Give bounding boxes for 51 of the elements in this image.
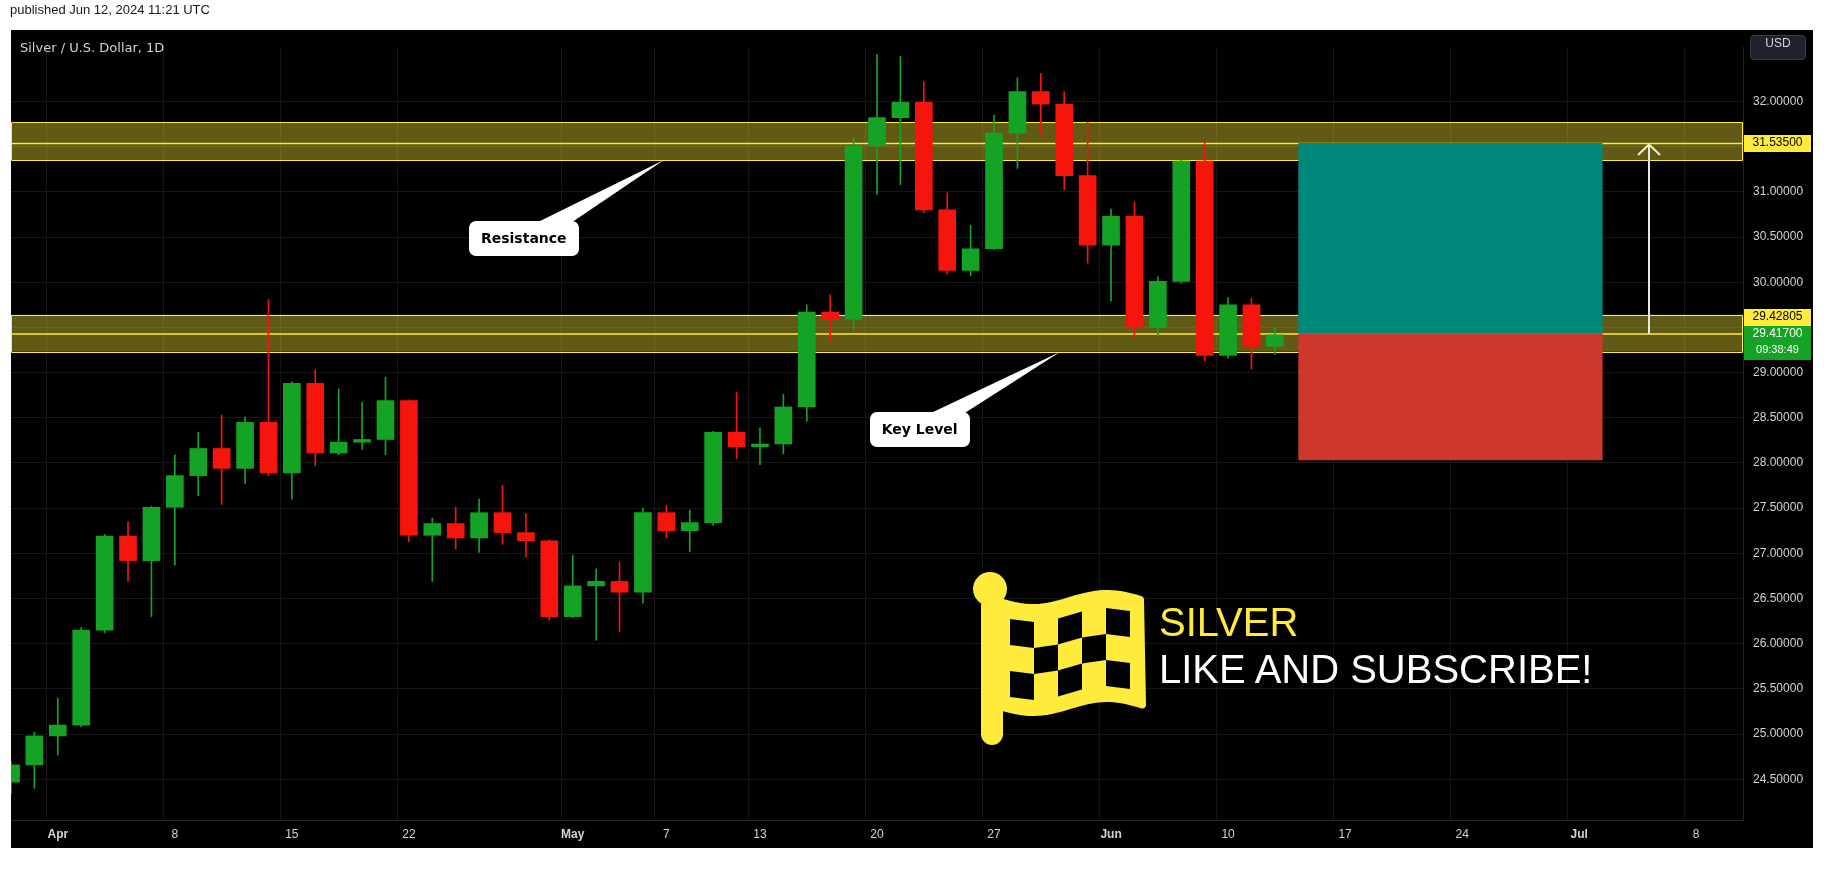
text: 09:38:49 [1744, 343, 1811, 361]
band-label: Resistance [468, 220, 579, 256]
y-tick-label: 30.50000 [1753, 229, 1804, 244]
x-tick-label: Apr [47, 826, 69, 841]
candlestick [751, 427, 769, 466]
y-tick-label: 29.00000 [1753, 364, 1804, 379]
y-tick-label: 28.50000 [1753, 410, 1804, 425]
y-tick-label: 25.00000 [1753, 726, 1804, 741]
annotation: LIKE AND SUBSCRIBE! [1159, 647, 1593, 691]
x-tick-label: Jul [1570, 826, 1588, 841]
band-label: Key Level [869, 412, 970, 448]
ref-line-label: 29.42805 [1744, 309, 1811, 327]
x-tick-label: 22 [402, 826, 416, 841]
y-tick-label: 26.50000 [1753, 590, 1804, 605]
ref-line-label: 31.53500 [1744, 134, 1811, 152]
candlestick [329, 388, 348, 456]
y-tick-label: 27.00000 [1753, 545, 1804, 560]
candlestick [48, 697, 67, 756]
x-tick-label: 13 [753, 826, 767, 841]
x-tick-label: 24 [1455, 826, 1470, 841]
candlestick [517, 513, 535, 558]
text: published Jun 12, 2024 11:21 UTC [10, 2, 210, 18]
annotation: SILVER [1159, 600, 1299, 644]
x-tick-label: 10 [1221, 826, 1236, 841]
candlestick [821, 294, 840, 343]
x-tick-label: Jun [1100, 826, 1122, 841]
y-tick-label: 26.00000 [1753, 636, 1804, 651]
y-tick-label: 24.50000 [1753, 771, 1804, 786]
x-tick-label: 17 [1338, 826, 1353, 841]
text: 29.41700 [1744, 326, 1811, 344]
x-tick-label: 27 [987, 826, 1002, 841]
candlestick [680, 509, 699, 552]
y-tick-label: 31.00000 [1753, 184, 1804, 199]
y-tick-label: 28.00000 [1753, 455, 1804, 470]
x-tick-label: 15 [285, 826, 299, 841]
x-tick-label: 8 [171, 826, 179, 841]
chart-title: Silver / U.S. Dollar, 1D [20, 40, 165, 56]
x-tick-label: 8 [1692, 826, 1700, 841]
candlestick [587, 568, 605, 641]
candlestick [423, 517, 442, 582]
y-tick-label: 25.50000 [1753, 681, 1804, 696]
y-tick-label: 32.00000 [1753, 93, 1804, 108]
x-tick-label: May [561, 826, 585, 841]
x-tick-label: 20 [870, 826, 884, 841]
x-tick-label: 7 [663, 826, 671, 841]
y-tick-label: 30.00000 [1753, 274, 1804, 289]
y-tick-label: 27.50000 [1753, 500, 1804, 515]
candlestick [868, 54, 886, 195]
candlestick [1032, 73, 1050, 137]
y-axis-title: USD [1750, 35, 1806, 60]
candlestick [353, 402, 371, 450]
